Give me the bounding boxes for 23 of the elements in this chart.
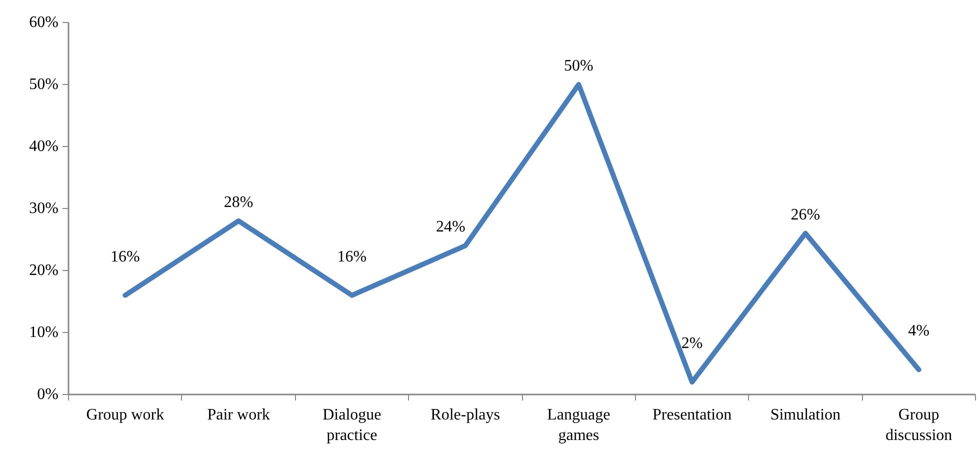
y-tick-label: 40% <box>29 138 58 155</box>
x-tick-label: Group discussion <box>885 406 952 444</box>
data-label: 16% <box>337 248 367 266</box>
data-label: 24% <box>436 218 466 236</box>
x-tick-label: Presentation <box>652 406 732 424</box>
data-label: 2% <box>681 335 703 352</box>
data-label: 28% <box>224 194 254 211</box>
y-tick-label: 10% <box>29 324 58 341</box>
data-label: 4% <box>908 322 930 340</box>
x-tick-label: Pair work <box>207 406 270 424</box>
data-label: 16% <box>110 248 140 266</box>
data-label: 50% <box>564 58 594 74</box>
data-label: 26% <box>790 206 820 224</box>
x-tick-label: Group work <box>86 406 164 424</box>
y-tick-label: 60% <box>29 14 58 31</box>
x-tick-label: Dialogue practice <box>322 406 382 444</box>
y-tick-label: 20% <box>29 262 58 279</box>
y-tick-label: 30% <box>29 200 58 217</box>
y-tick-label: 0% <box>37 386 58 403</box>
x-tick-label: Simulation <box>770 406 841 424</box>
x-tick-label: Language games <box>547 406 610 444</box>
y-tick-label: 50% <box>29 76 58 93</box>
x-tick-label: Role-plays <box>430 406 500 424</box>
